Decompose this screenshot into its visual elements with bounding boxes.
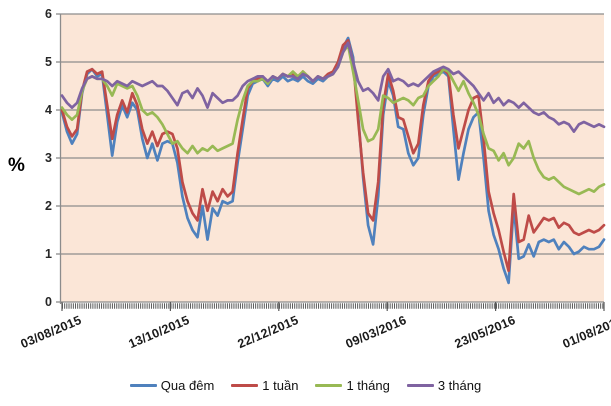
legend-label-1week: 1 tuần: [262, 378, 299, 393]
y-tick-0: 0: [45, 295, 52, 309]
y-tick-2: 2: [45, 199, 52, 213]
y-tick-6: 6: [45, 7, 52, 21]
legend-item-3month: 3 tháng: [406, 378, 482, 393]
y-tick-1: 1: [45, 247, 52, 261]
three-month-line-swatch: [406, 384, 434, 387]
legend-label-1month: 1 tháng: [346, 378, 390, 393]
legend-label-overnight: Qua đêm: [160, 378, 215, 393]
legend-item-overnight: Qua đêm: [129, 378, 215, 393]
legend-item-1week: 1 tuần: [231, 378, 298, 393]
one-week-line-swatch: [231, 384, 259, 387]
one-month-line-swatch: [315, 384, 343, 387]
y-tick-3: 3: [45, 151, 52, 165]
chart-legend: Qua đêm 1 tuần 1 tháng 3 tháng: [0, 378, 611, 393]
legend-item-1month: 1 tháng: [315, 378, 390, 393]
y-axis-title: %: [8, 155, 25, 176]
overnight-line-swatch: [129, 384, 157, 387]
y-tick-4: 4: [45, 103, 52, 117]
legend-label-3month: 3 tháng: [437, 378, 482, 393]
y-tick-5: 5: [45, 55, 52, 69]
